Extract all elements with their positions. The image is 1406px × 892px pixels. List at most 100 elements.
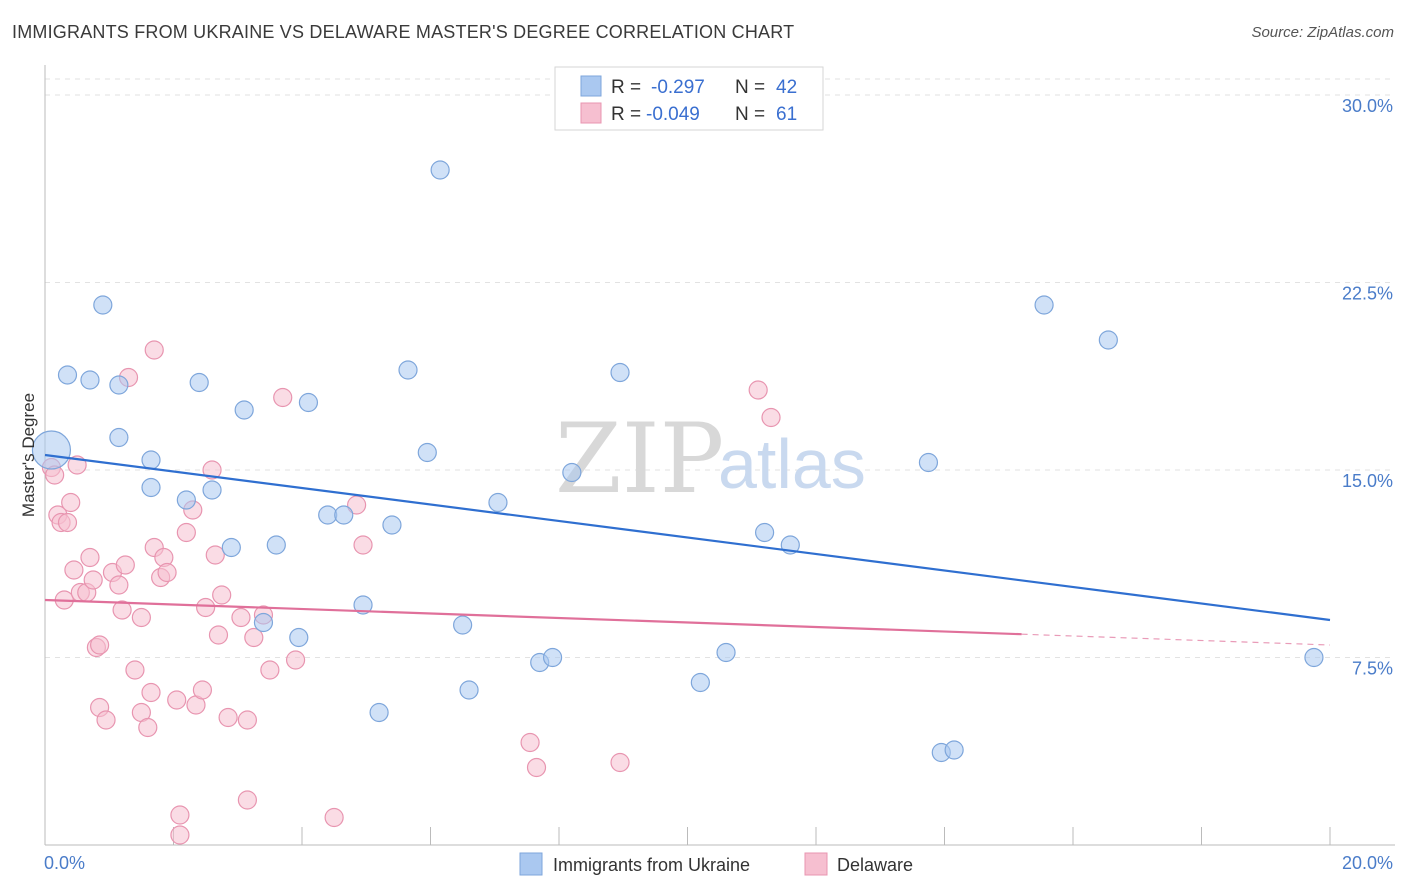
ukraine-point	[417, 442, 437, 463]
chart-title: IMMIGRANTS FROM UKRAINE VS DELAWARE MAST…	[12, 22, 795, 42]
stats-legend: R = -0.297 N = 42 R = -0.049 N = 61	[554, 66, 824, 131]
delaware-point	[170, 805, 190, 825]
ukraine-point	[690, 672, 710, 693]
legend-ukraine-swatch	[519, 852, 543, 876]
source-note: Source: ZipAtlas.com	[1251, 24, 1394, 41]
delaware-point	[80, 547, 100, 568]
legend-delaware-swatch	[804, 852, 828, 876]
delaware-point	[231, 607, 251, 628]
delaware-point	[610, 752, 630, 773]
ukraine-point	[93, 295, 113, 315]
delaware-point	[125, 660, 145, 680]
legend-ukraine-label: Immigrants from Ukraine	[553, 855, 750, 875]
delaware-point	[112, 600, 132, 620]
legend-delaware-label: Delaware	[837, 855, 913, 875]
delaware-point	[144, 340, 164, 360]
ukraine-point	[266, 535, 286, 555]
delaware-point	[353, 535, 373, 555]
delaware-point	[237, 790, 257, 810]
x-tick-labels: 0.0% 20.0%	[44, 853, 1393, 873]
ukraine-point	[253, 612, 274, 633]
delaware-point	[202, 460, 222, 480]
ukraine-point	[453, 615, 473, 635]
ukraine-point	[398, 360, 418, 380]
ukraine-point	[141, 477, 161, 498]
ukraine-r-value: -0.297	[651, 77, 705, 98]
delaware-n-label: N =	[735, 104, 765, 125]
delaware-points	[41, 340, 781, 845]
delaware-point	[90, 635, 110, 655]
delaware-swatch	[580, 102, 602, 124]
delaware-point	[64, 560, 84, 580]
watermark: ZIP atlas	[555, 403, 866, 515]
ukraine-point	[382, 515, 402, 535]
delaware-point	[57, 512, 78, 533]
delaware-trend-line	[44, 598, 1022, 636]
ukraine-point	[189, 372, 209, 393]
delaware-point	[520, 732, 540, 753]
ukraine-point	[944, 740, 964, 760]
ukraine-point	[542, 647, 563, 668]
delaware-trend-extension	[1021, 633, 1331, 646]
ukraine-point	[176, 490, 196, 510]
ukraine-point	[141, 450, 161, 470]
delaware-point	[237, 710, 257, 730]
watermark-zip: ZIP	[555, 403, 724, 515]
delaware-point	[138, 717, 158, 738]
delaware-point	[273, 387, 293, 408]
delaware-point	[167, 690, 187, 710]
ukraine-point	[202, 480, 222, 500]
ukraine-point	[716, 642, 736, 663]
ukraine-n-value: 42	[776, 77, 797, 98]
ukraine-point	[459, 680, 479, 700]
y-tick-label: 22.5%	[1342, 284, 1393, 304]
ukraine-point	[234, 400, 254, 420]
delaware-point	[526, 757, 547, 778]
ukraine-points	[31, 160, 1324, 763]
ukraine-point	[1098, 330, 1118, 350]
delaware-point	[157, 562, 177, 583]
ukraine-point	[369, 702, 389, 723]
delaware-point	[205, 545, 225, 565]
y-tick-label: 7.5%	[1352, 659, 1393, 679]
delaware-r-value: -0.049	[646, 104, 700, 125]
delaware-n-value: 61	[776, 104, 797, 125]
y-tick-label: 30.0%	[1342, 96, 1393, 116]
ukraine-point	[109, 427, 129, 448]
delaware-point	[61, 492, 81, 513]
delaware-point	[748, 380, 768, 400]
delaware-point	[83, 570, 103, 590]
ukraine-point	[80, 370, 100, 390]
ukraine-point	[488, 492, 508, 513]
delaware-point	[141, 682, 161, 703]
ukraine-point	[57, 365, 78, 385]
delaware-point	[196, 597, 216, 618]
ukraine-swatch	[580, 75, 602, 97]
delaware-point	[131, 607, 151, 628]
ukraine-point	[221, 537, 241, 558]
delaware-point	[212, 585, 232, 605]
delaware-point	[260, 660, 280, 680]
ukraine-point	[318, 505, 338, 525]
x-tick-label: 20.0%	[1342, 853, 1393, 873]
gridlines	[45, 78, 1395, 658]
ukraine-point	[334, 505, 354, 525]
trend-lines	[44, 453, 1331, 646]
ukraine-point	[1034, 295, 1054, 315]
ukraine-point	[289, 627, 309, 648]
delaware-r-label: R =	[611, 104, 641, 125]
ukraine-point	[754, 522, 775, 543]
ukraine-point	[562, 462, 582, 483]
ukraine-trend-line	[44, 453, 1331, 622]
ukraine-point	[109, 375, 129, 395]
y-tick-labels: 7.5% 15.0% 22.5% 30.0%	[1342, 96, 1393, 679]
ukraine-point	[610, 362, 630, 383]
delaware-point	[244, 627, 264, 648]
delaware-point	[170, 825, 190, 845]
delaware-point	[285, 650, 306, 670]
y-axis-title: Master's Degree	[19, 393, 38, 517]
series-legend: Immigrants from Ukraine Delaware	[519, 852, 913, 876]
ukraine-point	[430, 160, 450, 180]
ukraine-r-label: R =	[611, 77, 641, 98]
